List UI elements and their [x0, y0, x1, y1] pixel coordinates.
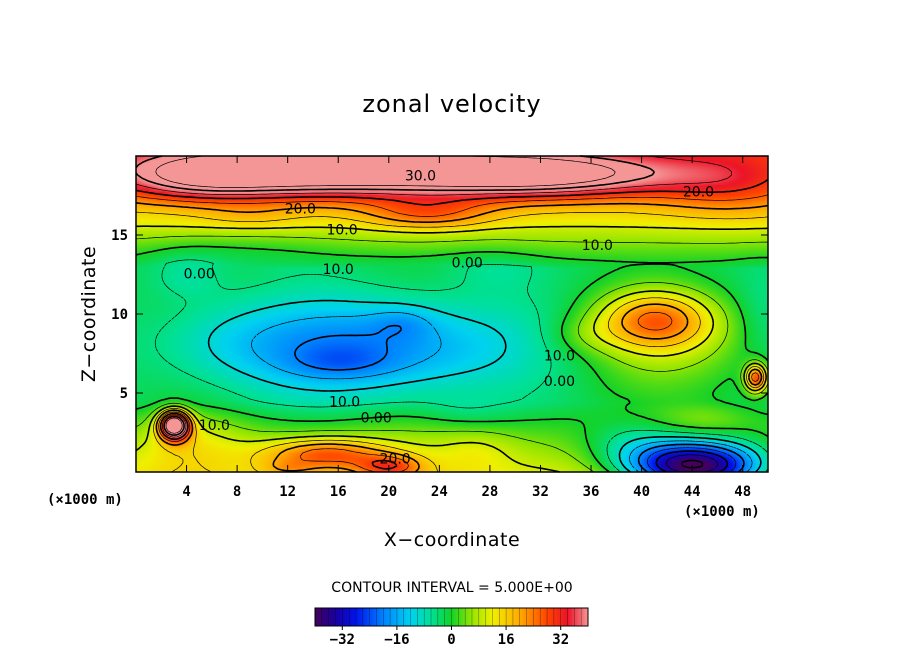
- y-axis-ticks: 5 10 15: [111, 228, 768, 402]
- contour-line: [135, 155, 656, 436]
- contour-line: [251, 312, 753, 473]
- colorbar-ticks: −32 −16 0 16 32: [314, 608, 589, 648]
- contour-line: [135, 211, 769, 473]
- x-tick-label: 24: [431, 484, 448, 500]
- contour-label: 0.00: [361, 410, 392, 426]
- colorbar-tick-label: 0: [447, 632, 455, 648]
- y-axis-label: Z−coordinate: [78, 246, 100, 382]
- contour-label: 0.00: [184, 267, 215, 283]
- contour-line: [646, 447, 737, 473]
- x-tick-label: 28: [481, 484, 498, 500]
- colorbar-tick-label: −16: [384, 632, 409, 648]
- contour-label: 10.0: [323, 262, 354, 278]
- contour-line: [135, 178, 769, 470]
- chart-title: zonal velocity: [362, 90, 541, 118]
- y-unit-label: (×1000 m): [47, 492, 123, 508]
- x-tick-label: 8: [233, 484, 241, 500]
- contour-line: [154, 259, 769, 473]
- contour-lines: [135, 155, 769, 473]
- x-tick-label: 36: [583, 484, 600, 500]
- y-tick-label: 10: [111, 307, 128, 323]
- contour-label: 10.0: [582, 238, 613, 254]
- contour-label: 10.0: [544, 349, 575, 365]
- x-tick-label: 40: [633, 484, 650, 500]
- contour-line: [135, 202, 769, 473]
- x-tick-label: 20: [380, 484, 397, 500]
- colorbar-tick-label: 32: [552, 632, 569, 648]
- x-tick-label: 12: [279, 484, 296, 500]
- x-tick-label: 4: [182, 484, 190, 500]
- contour-line: [135, 245, 769, 473]
- contour-line: [681, 459, 704, 469]
- contour-interval-label: CONTOUR INTERVAL = 5.000E+00: [331, 580, 572, 596]
- contour-line: [155, 155, 616, 434]
- contour-line: [135, 225, 769, 473]
- contour-line: [207, 299, 762, 473]
- x-axis-ticks: 4 8 12 16 20 24 28 32 36 40 44 48: [182, 156, 751, 500]
- contour-line: [135, 194, 769, 473]
- contour-labels: 30.020.020.010.010.00.00 10.0 0.0010.00.00…: [184, 169, 714, 468]
- contour-label: 0.00: [452, 255, 483, 271]
- x-axis-label: X−coordinate: [384, 529, 520, 551]
- y-tick-label: 5: [120, 386, 128, 402]
- x-tick-label: 48: [734, 484, 751, 500]
- colorbar: −32 −16 0 16 32: [314, 607, 589, 648]
- contour-label: 10.0: [326, 222, 357, 238]
- contour-line: [665, 454, 718, 473]
- contour-label: 20.0: [380, 451, 411, 467]
- contour-label: 30.0: [405, 169, 436, 185]
- x-tick-label: 16: [330, 484, 347, 500]
- contour-label: 0.00: [544, 374, 575, 390]
- contour-label: 20.0: [683, 184, 714, 200]
- contour-label: 20.0: [285, 202, 316, 218]
- contour-label: 10.0: [329, 394, 360, 410]
- colorbar-tick-label: −32: [330, 632, 355, 648]
- plot-area: 30.020.020.010.010.00.00 10.0 0.0010.00.00…: [111, 155, 769, 500]
- x-tick-label: 44: [684, 484, 701, 500]
- contour-label: 10.0: [199, 418, 230, 434]
- x-tick-label: 32: [532, 484, 549, 500]
- y-tick-label: 15: [111, 228, 128, 244]
- contour-line: [655, 450, 729, 473]
- colorbar-tick-label: 16: [498, 632, 515, 648]
- contour-line: [135, 235, 769, 473]
- x-unit-label: (×1000 m): [684, 504, 760, 520]
- heatmap-image: [136, 156, 768, 472]
- contour-line: [294, 324, 745, 473]
